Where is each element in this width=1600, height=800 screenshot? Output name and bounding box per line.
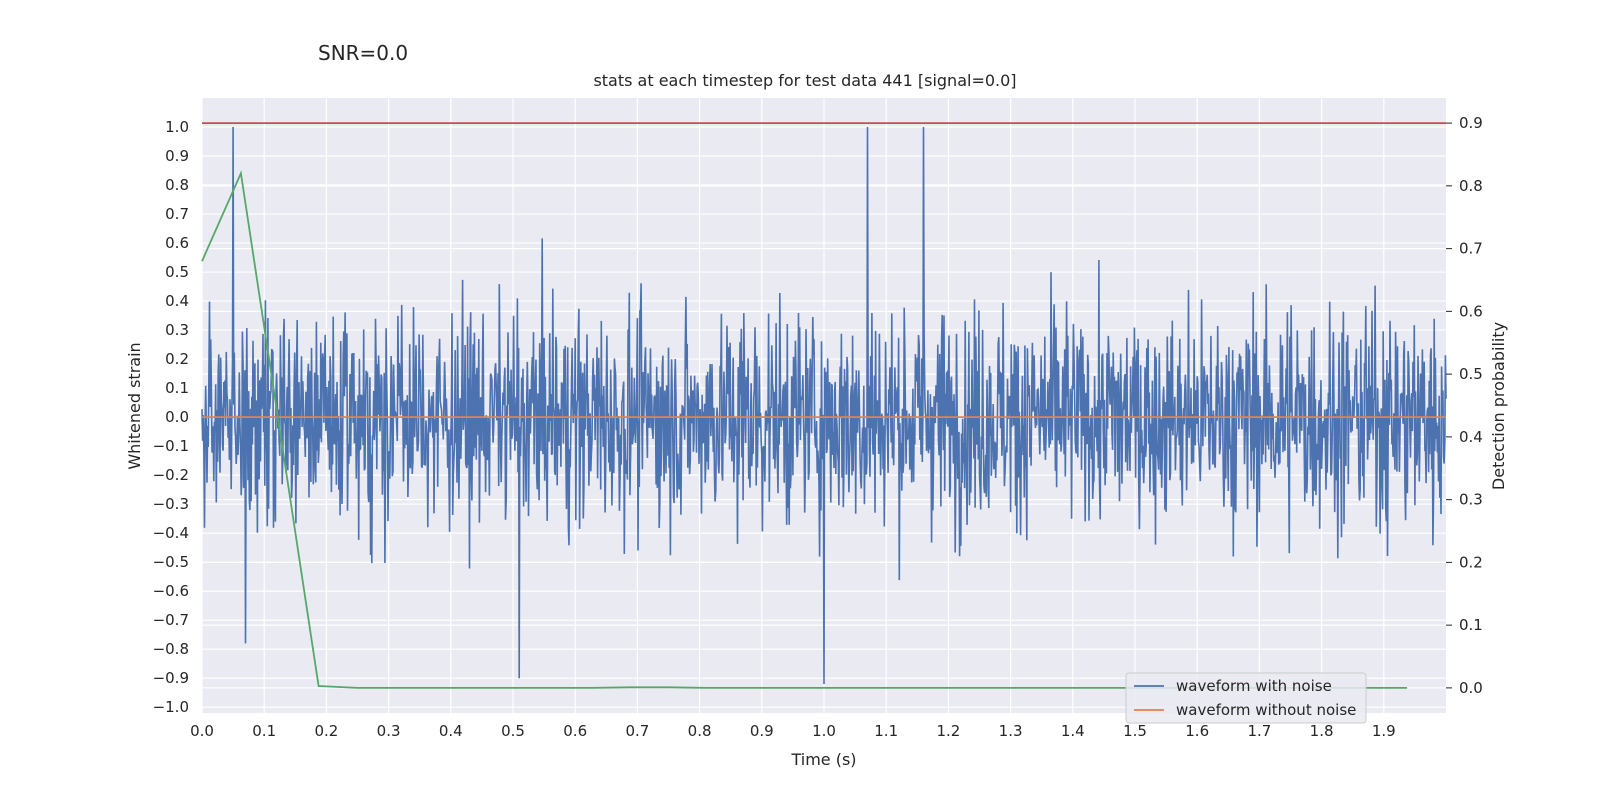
x-tick-label: 1.4 (1061, 722, 1085, 740)
y2-tick-label: 0.2 (1459, 553, 1483, 571)
y-tick-label: −0.9 (153, 669, 189, 687)
x-tick-labels: 0.0 0.1 0.2 0.3 0.4 0.5 0.6 0.7 0.8 0.9 1.0 1.1 1.2 1… (190, 722, 1396, 740)
x-tick-label: 0.0 (190, 722, 214, 740)
series-waveform-with-noise (201, 126, 1447, 685)
x-tick-label: 1.8 (1310, 722, 1334, 740)
x-tick-label: 1.7 (1247, 722, 1271, 740)
x-tick-label: 0.7 (625, 722, 649, 740)
y-tick-label: −0.2 (153, 466, 189, 484)
y-tick-label: 0.7 (165, 205, 189, 223)
legend-box (1125, 672, 1367, 724)
x-tick-label: 1.0 (812, 722, 836, 740)
y2-tick-label: 0.6 (1459, 302, 1483, 320)
legend-label-clean: waveform without noise (1176, 701, 1356, 719)
y-tick-label: 0.2 (165, 350, 189, 368)
x-tick-label: 0.9 (750, 722, 774, 740)
y-tick-label: −0.3 (153, 495, 189, 513)
y-tick-label: −1.0 (153, 698, 189, 716)
figure-suptitle: SNR=0.0 (318, 41, 408, 65)
y2-tick-label: 0.7 (1459, 240, 1483, 258)
x-tick-label: 0.4 (439, 722, 463, 740)
y-tick-label: 0.8 (165, 176, 189, 194)
y2-tick-label: 0.4 (1459, 428, 1483, 446)
y2-tick-label: 0.9 (1459, 114, 1483, 132)
x-tick-label: 0.1 (252, 722, 276, 740)
y-tick-label: 1.0 (165, 118, 189, 136)
x-tick-label: 0.5 (501, 722, 525, 740)
legend: waveform with noise waveform without noi… (1125, 672, 1367, 724)
y-tick-label: −0.4 (153, 524, 189, 542)
y-tick-label: 0.3 (165, 321, 189, 339)
x-tick-label: 1.2 (936, 722, 960, 740)
y-tick-label: 0.1 (165, 379, 189, 397)
x-tick-label: 1.9 (1372, 722, 1396, 740)
y-tick-label: −0.5 (153, 553, 189, 571)
y2-tick-label: 0.0 (1459, 679, 1483, 697)
y-tick-label: 0.6 (165, 234, 189, 252)
x-tick-label: 1.3 (999, 722, 1023, 740)
x-tick-label: 0.3 (377, 722, 401, 740)
y-tick-labels: 1.0 0.9 0.8 0.7 0.6 0.5 0.4 0.3 0.2 0.1 0.0 −0.1 −0.… (153, 118, 189, 716)
y-tick-label: −0.8 (153, 640, 189, 658)
x-tick-label: 0.8 (688, 722, 712, 740)
x-axis-label: Time (s) (790, 750, 856, 769)
y2-tick-label: 0.5 (1459, 365, 1483, 383)
x-tick-label: 1.1 (874, 722, 898, 740)
y-axis-label: Whitened strain (125, 342, 144, 469)
y-tick-label: −0.6 (153, 582, 189, 600)
y-tick-label: 0.9 (165, 147, 189, 165)
x-tick-label: 0.2 (314, 722, 338, 740)
chart-title: stats at each timestep for test data 441… (593, 71, 1016, 90)
y2-tick-labels: 0.9 0.8 0.7 0.6 0.5 0.4 0.3 0.2 0.1 0.0 (1446, 114, 1483, 697)
y-tick-label: 0.0 (165, 408, 189, 426)
y2-tick-label: 0.8 (1459, 177, 1483, 195)
x-tick-label: 1.6 (1185, 722, 1209, 740)
y2-axis-label: Detection probability (1489, 322, 1508, 490)
y-tick-label: −0.1 (153, 437, 189, 455)
y-tick-label: −0.7 (153, 611, 189, 629)
legend-label-noise: waveform with noise (1176, 677, 1332, 695)
y-tick-label: 0.4 (165, 292, 189, 310)
x-tick-label: 1.5 (1123, 722, 1147, 740)
y2-tick-label: 0.1 (1459, 616, 1483, 634)
y2-tick-label: 0.3 (1459, 491, 1483, 509)
y-tick-label: 0.5 (165, 263, 189, 281)
x-tick-label: 0.6 (563, 722, 587, 740)
